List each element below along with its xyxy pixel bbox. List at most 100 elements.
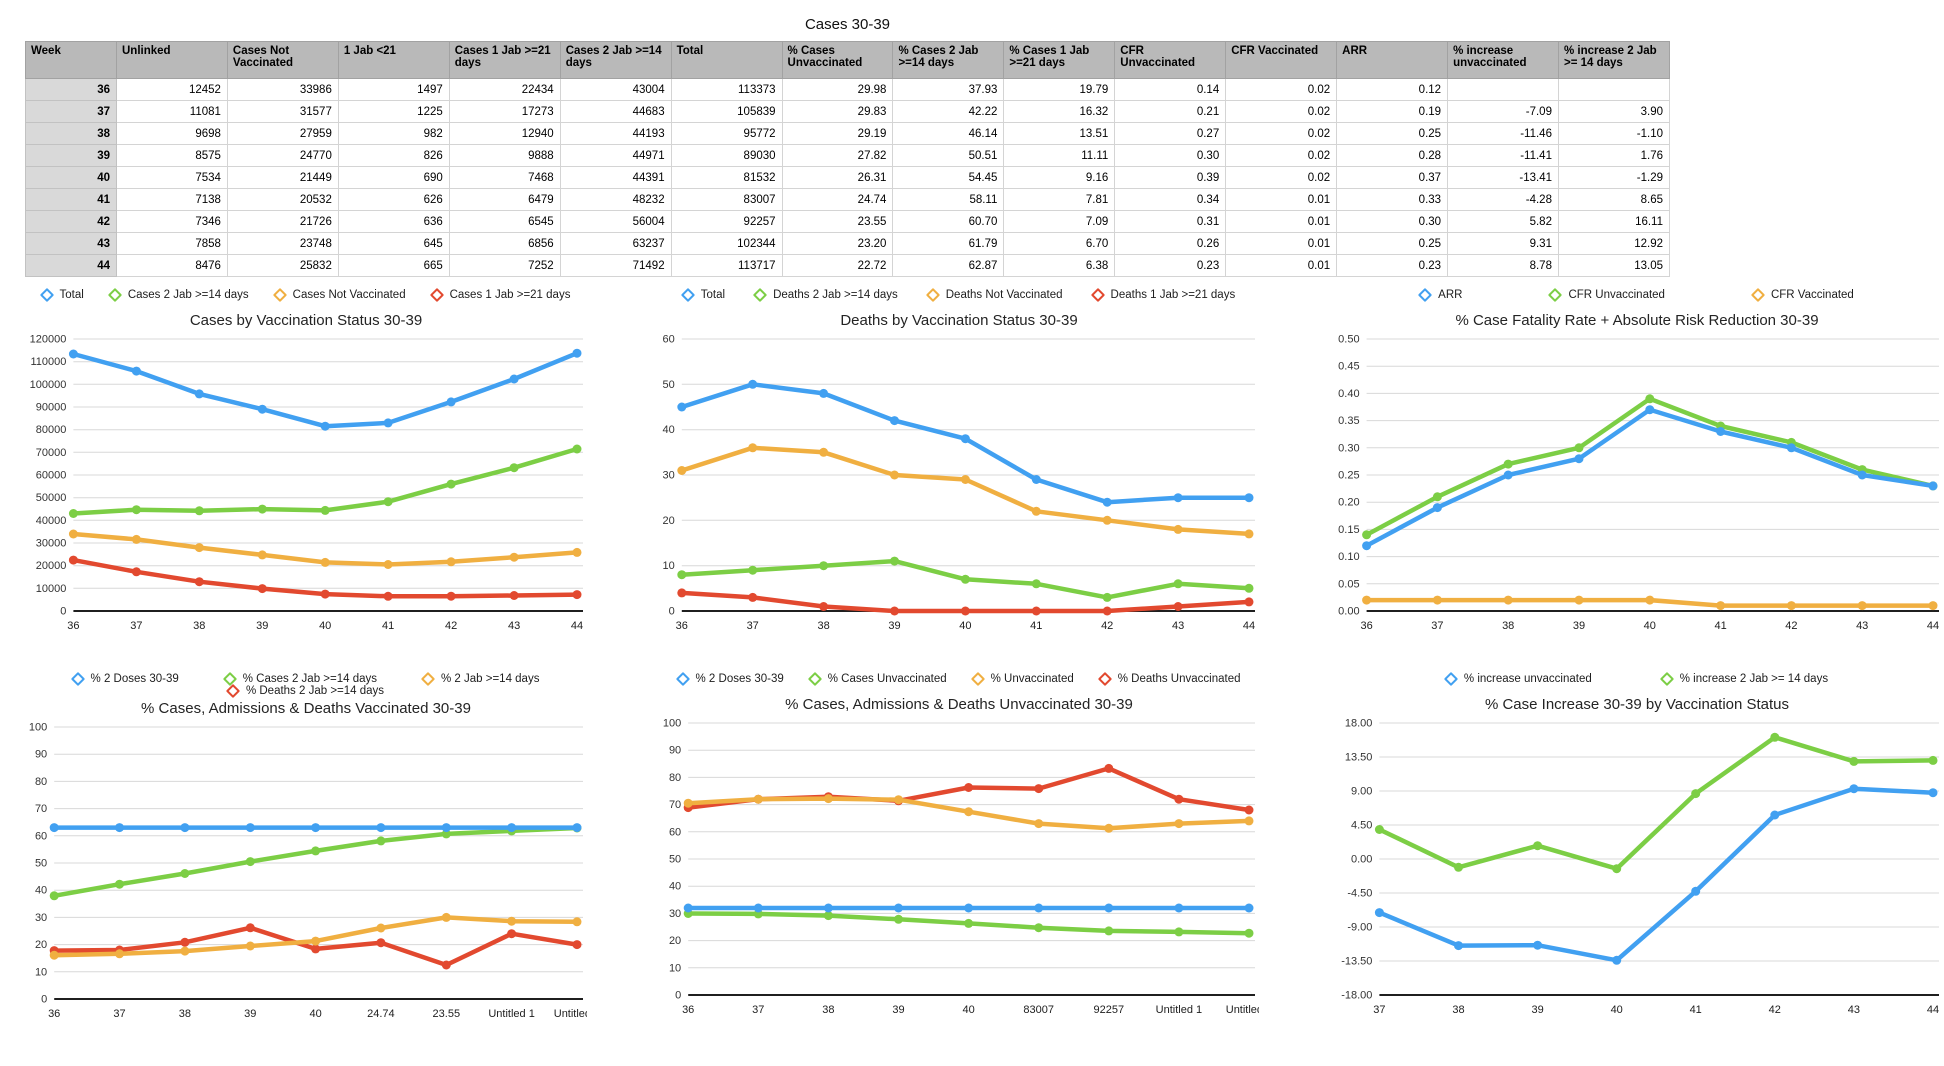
- week-cell[interactable]: 42: [25, 210, 117, 233]
- table-cell[interactable]: 0.02: [1225, 166, 1338, 189]
- table-cell[interactable]: 0.33: [1336, 188, 1449, 211]
- table-cell[interactable]: 23.20: [781, 232, 894, 255]
- table-cell[interactable]: 0.39: [1114, 166, 1227, 189]
- table-cell[interactable]: 665: [337, 254, 450, 277]
- table-cell[interactable]: 0.25: [1336, 122, 1449, 145]
- table-cell[interactable]: 21726: [226, 210, 339, 233]
- table-cell[interactable]: 3.90: [1557, 100, 1671, 123]
- table-cell[interactable]: 9.31: [1447, 232, 1559, 255]
- week-cell[interactable]: 36: [25, 78, 117, 101]
- table-cell[interactable]: 13.05: [1557, 254, 1671, 277]
- table-cell[interactable]: -11.46: [1447, 122, 1559, 145]
- table-cell[interactable]: 22434: [448, 78, 561, 101]
- table-cell[interactable]: 31577: [226, 100, 339, 123]
- week-cell[interactable]: 44: [25, 254, 117, 277]
- table-cell[interactable]: 0.12: [1336, 78, 1449, 101]
- week-cell[interactable]: 37: [25, 100, 117, 123]
- table-cell[interactable]: 27959: [226, 122, 339, 145]
- table-cell[interactable]: 0.21: [1114, 100, 1227, 123]
- table-cell[interactable]: 17273: [448, 100, 561, 123]
- table-cell[interactable]: 0.02: [1225, 78, 1338, 101]
- table-cell[interactable]: 0.27: [1114, 122, 1227, 145]
- week-cell[interactable]: 39: [25, 144, 117, 167]
- table-cell[interactable]: 0.28: [1336, 144, 1449, 167]
- table-cell[interactable]: 0.01: [1225, 254, 1338, 277]
- table-cell[interactable]: 25832: [226, 254, 339, 277]
- table-cell[interactable]: 105839: [670, 100, 783, 123]
- table-cell[interactable]: 0.02: [1225, 100, 1338, 123]
- table-cell[interactable]: 33986: [226, 78, 339, 101]
- table-cell[interactable]: 29.19: [781, 122, 894, 145]
- table-cell[interactable]: 11.11: [1003, 144, 1116, 167]
- table-cell[interactable]: 7.81: [1003, 188, 1116, 211]
- table-cell[interactable]: 826: [337, 144, 450, 167]
- table-cell[interactable]: 21449: [226, 166, 339, 189]
- table-cell[interactable]: 48232: [559, 188, 672, 211]
- table-cell[interactable]: 645: [337, 232, 450, 255]
- table-cell[interactable]: 636: [337, 210, 450, 233]
- table-cell[interactable]: 23.55: [781, 210, 894, 233]
- table-cell[interactable]: 13.51: [1003, 122, 1116, 145]
- table-cell[interactable]: 29.83: [781, 100, 894, 123]
- week-cell[interactable]: 40: [25, 166, 117, 189]
- table-cell[interactable]: 0.19: [1336, 100, 1449, 123]
- table-cell[interactable]: 7252: [448, 254, 561, 277]
- table-cell[interactable]: 8.65: [1557, 188, 1671, 211]
- table-cell[interactable]: 982: [337, 122, 450, 145]
- table-cell[interactable]: 1.76: [1557, 144, 1671, 167]
- table-cell[interactable]: 44391: [559, 166, 672, 189]
- table-cell[interactable]: 19.79: [1003, 78, 1116, 101]
- table-cell[interactable]: 37.93: [892, 78, 1005, 101]
- table-cell[interactable]: 1497: [337, 78, 450, 101]
- table-cell[interactable]: 56004: [559, 210, 672, 233]
- table-cell[interactable]: 102344: [670, 232, 783, 255]
- table-cell[interactable]: 62.87: [892, 254, 1005, 277]
- table-cell[interactable]: 60.70: [892, 210, 1005, 233]
- table-cell[interactable]: 7534: [116, 166, 228, 189]
- table-cell[interactable]: 12452: [116, 78, 228, 101]
- table-cell[interactable]: 20532: [226, 188, 339, 211]
- table-cell[interactable]: 46.14: [892, 122, 1005, 145]
- table-cell[interactable]: 16.11: [1557, 210, 1671, 233]
- week-cell[interactable]: 41: [25, 188, 117, 211]
- table-cell[interactable]: 0.01: [1225, 232, 1338, 255]
- table-cell[interactable]: 9.16: [1003, 166, 1116, 189]
- table-cell[interactable]: 0.23: [1336, 254, 1449, 277]
- table-cell[interactable]: 24.74: [781, 188, 894, 211]
- table-cell[interactable]: 5.82: [1447, 210, 1559, 233]
- table-cell[interactable]: 626: [337, 188, 450, 211]
- table-cell[interactable]: 42.22: [892, 100, 1005, 123]
- table-cell[interactable]: 7346: [116, 210, 228, 233]
- table-cell[interactable]: 9698: [116, 122, 228, 145]
- week-cell[interactable]: 43: [25, 232, 117, 255]
- table-cell[interactable]: 27.82: [781, 144, 894, 167]
- table-cell[interactable]: 11081: [116, 100, 228, 123]
- table-cell[interactable]: 22.72: [781, 254, 894, 277]
- table-cell[interactable]: -1.10: [1557, 122, 1671, 145]
- table-cell[interactable]: 81532: [670, 166, 783, 189]
- table-cell[interactable]: [1447, 78, 1559, 101]
- week-cell[interactable]: 38: [25, 122, 117, 145]
- table-cell[interactable]: 0.25: [1336, 232, 1449, 255]
- table-cell[interactable]: 1225: [337, 100, 450, 123]
- table-cell[interactable]: -4.28: [1447, 188, 1559, 211]
- table-cell[interactable]: 23748: [226, 232, 339, 255]
- table-cell[interactable]: -11.41: [1447, 144, 1559, 167]
- table-cell[interactable]: 43004: [559, 78, 672, 101]
- table-cell[interactable]: 12.92: [1557, 232, 1671, 255]
- table-cell[interactable]: 0.34: [1114, 188, 1227, 211]
- table-cell[interactable]: 6.70: [1003, 232, 1116, 255]
- table-cell[interactable]: 113717: [670, 254, 783, 277]
- table-cell[interactable]: 29.98: [781, 78, 894, 101]
- table-cell[interactable]: 0.01: [1225, 188, 1338, 211]
- table-cell[interactable]: 44683: [559, 100, 672, 123]
- table-cell[interactable]: 26.31: [781, 166, 894, 189]
- table-cell[interactable]: 44971: [559, 144, 672, 167]
- table-cell[interactable]: 44193: [559, 122, 672, 145]
- table-cell[interactable]: 8.78: [1447, 254, 1559, 277]
- table-cell[interactable]: 50.51: [892, 144, 1005, 167]
- table-cell[interactable]: 113373: [670, 78, 783, 101]
- table-cell[interactable]: -1.29: [1557, 166, 1671, 189]
- table-cell[interactable]: 7.09: [1003, 210, 1116, 233]
- table-cell[interactable]: [1557, 78, 1671, 101]
